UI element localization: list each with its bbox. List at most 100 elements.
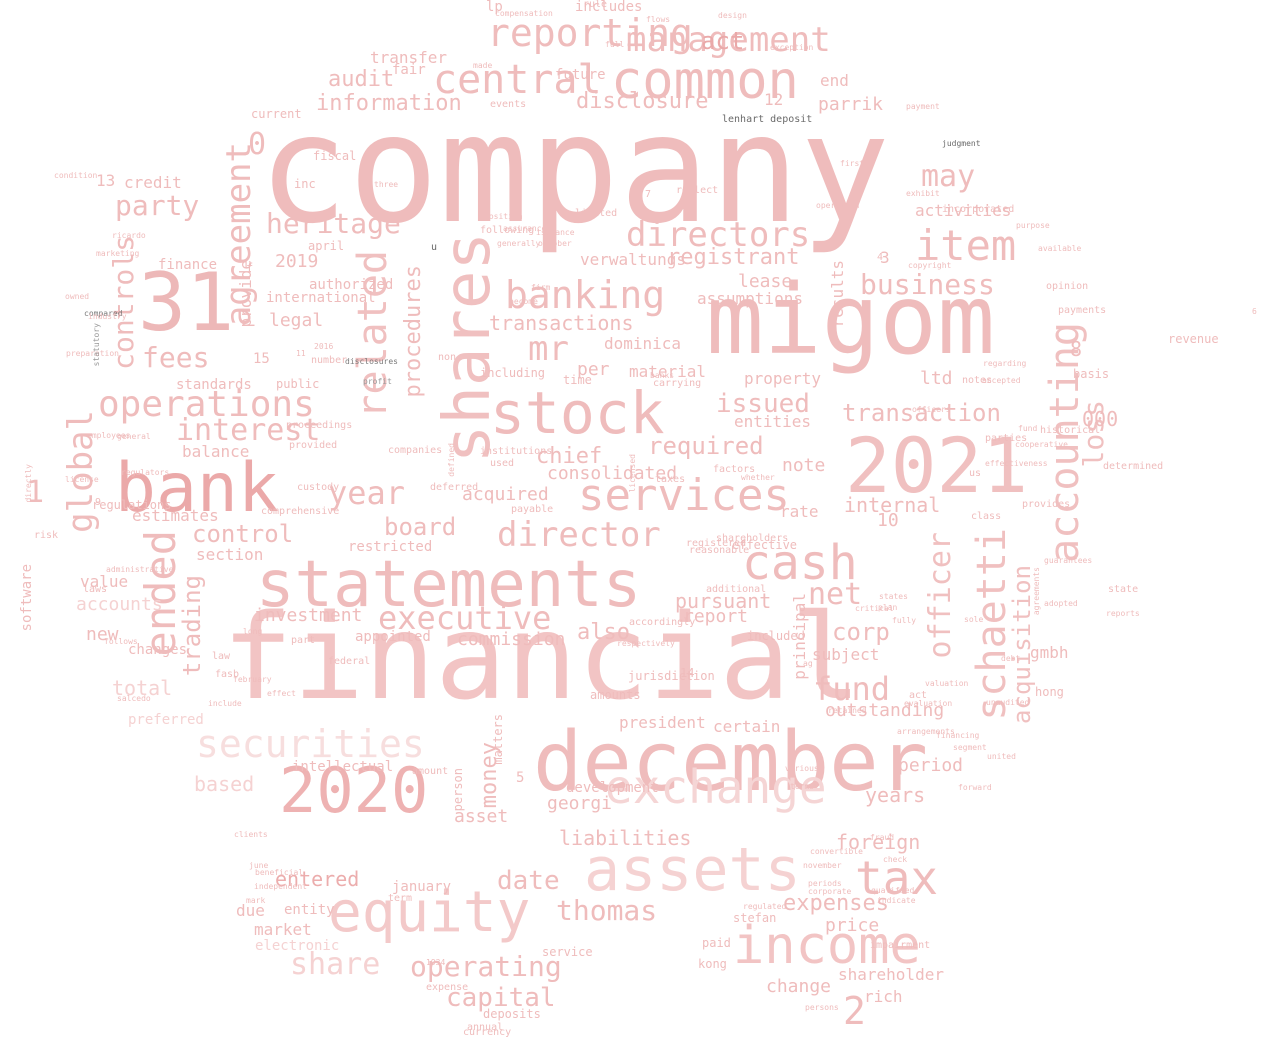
cloud-word: price bbox=[825, 915, 880, 936]
cloud-word: service bbox=[542, 945, 593, 959]
cloud-word: period bbox=[898, 755, 964, 776]
cloud-word: 000 bbox=[1082, 407, 1119, 431]
cloud-word: schaetti bbox=[969, 528, 1015, 721]
cloud-word: income bbox=[733, 916, 921, 976]
cloud-word: critical bbox=[855, 604, 894, 613]
cloud-word: december bbox=[533, 715, 928, 810]
cloud-word: includes bbox=[575, 0, 643, 15]
cloud-word: amount bbox=[412, 766, 449, 777]
cloud-word: including bbox=[480, 366, 546, 380]
cloud-word: provided bbox=[289, 440, 338, 451]
cloud-word: 1934 bbox=[426, 958, 446, 967]
cloud-word: trading bbox=[178, 575, 206, 677]
cloud-word: deposits bbox=[483, 1007, 541, 1021]
cloud-word: proceedings bbox=[286, 420, 353, 431]
cloud-word: compensation bbox=[495, 9, 553, 18]
cloud-word: state bbox=[1108, 584, 1139, 595]
cloud-word: information bbox=[316, 91, 462, 116]
cloud-word: intellectual bbox=[292, 759, 394, 775]
cloud-word: act bbox=[701, 27, 745, 55]
cloud-word: class bbox=[971, 511, 1002, 522]
cloud-word: asset bbox=[454, 806, 509, 827]
cloud-word: operations bbox=[98, 384, 315, 425]
cloud-word: bank bbox=[115, 449, 279, 528]
cloud-word: term bbox=[388, 893, 413, 904]
cloud-word: market bbox=[254, 920, 312, 939]
cloud-word: may bbox=[921, 159, 976, 194]
cloud-word: april bbox=[308, 239, 345, 253]
cloud-word: opinion bbox=[1046, 281, 1089, 292]
cloud-word: reflect bbox=[676, 185, 719, 196]
cloud-word: investment bbox=[254, 605, 363, 626]
cloud-word: non bbox=[438, 352, 457, 363]
cloud-word: future bbox=[555, 67, 606, 83]
cloud-word: reports bbox=[1106, 609, 1140, 618]
cloud-word: services bbox=[578, 470, 790, 521]
cloud-word: payment bbox=[906, 102, 940, 111]
cloud-word: disclosures bbox=[345, 357, 398, 366]
cloud-word: amounts bbox=[590, 688, 641, 702]
cloud-word: basis bbox=[1073, 367, 1110, 381]
cloud-word: note bbox=[782, 455, 826, 476]
cloud-word: date bbox=[497, 866, 560, 896]
cloud-word: 6 bbox=[1252, 307, 1257, 316]
cloud-word: determined bbox=[1103, 461, 1164, 472]
cloud-word: licensed bbox=[628, 454, 637, 493]
cloud-word: transactions bbox=[489, 311, 634, 335]
cloud-word: dominica bbox=[604, 334, 682, 353]
cloud-word: evaluation bbox=[904, 699, 953, 708]
cloud-word: full bbox=[605, 40, 625, 49]
cloud-word: 4 bbox=[877, 252, 884, 263]
cloud-word: common bbox=[611, 51, 799, 111]
cloud-word: global bbox=[61, 410, 101, 533]
cloud-word: registrant bbox=[667, 245, 800, 270]
cloud-word: agreements bbox=[1032, 567, 1041, 616]
cloud-word: fund bbox=[1018, 424, 1038, 433]
cloud-word: rate bbox=[780, 502, 819, 521]
cloud-word: unaudited bbox=[986, 698, 1030, 707]
cloud-word: carrying bbox=[653, 378, 702, 389]
cloud-word: banks bbox=[650, 371, 675, 380]
cloud-word: companies bbox=[388, 445, 443, 456]
cloud-word: guarantees bbox=[1044, 556, 1093, 565]
cloud-word: executive bbox=[378, 599, 552, 637]
cloud-word: software bbox=[19, 564, 35, 632]
cloud-word: person bbox=[451, 768, 465, 812]
cloud-word: fraud bbox=[870, 833, 895, 842]
cloud-word: whether bbox=[741, 473, 775, 482]
cloud-word: exhibit bbox=[906, 189, 940, 198]
cloud-word: operation bbox=[816, 201, 860, 210]
cloud-word: condition bbox=[54, 171, 98, 180]
cloud-word: heritage bbox=[266, 207, 401, 240]
cloud-word: preferred bbox=[128, 712, 204, 728]
cloud-word: 31 bbox=[138, 256, 235, 349]
cloud-word: years bbox=[865, 783, 926, 807]
cloud-word: commission bbox=[457, 629, 566, 650]
cloud-word: fiscal bbox=[313, 149, 357, 163]
cloud-word: financial bbox=[222, 588, 862, 726]
cloud-word: statements bbox=[256, 548, 642, 622]
cloud-word: lease bbox=[738, 271, 793, 292]
cloud-word: pursuant bbox=[675, 589, 772, 613]
cloud-word: act bbox=[909, 690, 928, 701]
cloud-word: clients bbox=[234, 830, 268, 839]
cloud-word: used bbox=[490, 458, 515, 469]
cloud-word: kong bbox=[698, 957, 727, 971]
cloud-word: fund bbox=[813, 670, 891, 708]
cloud-word: generally bbox=[497, 239, 541, 248]
cloud-word: current bbox=[251, 107, 302, 121]
cloud-word: exception bbox=[770, 43, 814, 52]
cloud-word: cash bbox=[742, 535, 858, 591]
cloud-word: states bbox=[879, 592, 908, 601]
cloud-word: stefan bbox=[733, 911, 777, 925]
cloud-word: change bbox=[766, 976, 832, 997]
cloud-word: based bbox=[194, 772, 255, 796]
cloud-word: appointed bbox=[355, 629, 431, 645]
cloud-word: october bbox=[538, 239, 572, 248]
cloud-word: salcedo bbox=[117, 694, 151, 703]
cloud-word: payments bbox=[1058, 305, 1107, 316]
cloud-word: rule bbox=[583, 0, 608, 10]
cloud-word: mr bbox=[528, 329, 569, 369]
cloud-word: 8 bbox=[1070, 337, 1083, 361]
cloud-word: design bbox=[718, 11, 747, 20]
